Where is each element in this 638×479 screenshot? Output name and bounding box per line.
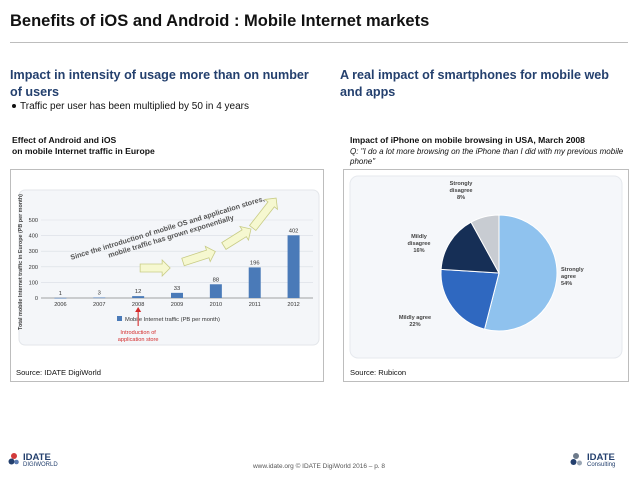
right-figure-title: Impact of iPhone on mobile browsing in U… (350, 135, 585, 145)
growth-arrow (181, 245, 216, 267)
bar-value-label: 196 (250, 260, 260, 266)
pie-value-label: 16% (413, 248, 424, 254)
y-tick-label: 0 (35, 296, 38, 302)
bullet-text: Traffic per user has been multiplied by … (20, 101, 250, 112)
bar-chart-y-axis-label: Total mobile Internet traffic in Europe … (18, 194, 24, 330)
x-tick-label: 2008 (132, 302, 144, 308)
bar-chart-frame: 0 100 200 300 400 500 1 3 12 33 88 196 402 2006 2007… (10, 169, 324, 382)
bar-chart-legend: Mobile Internet traffic (PB per month) (117, 316, 220, 323)
growth-arrows (139, 197, 279, 277)
left-figure-title-line-1: Effect of Android and iOS (12, 135, 117, 145)
pie-label-line: Mildly (411, 234, 428, 240)
bar (287, 235, 300, 298)
bar-value-label: 88 (213, 277, 219, 283)
pie-slice-label: Mildly agree 22% (399, 315, 431, 328)
x-tick-label: 2011 (249, 302, 261, 308)
left-figure-title: Effect of Android and iOS on mobile Inte… (12, 135, 312, 157)
bar-value-label: 402 (289, 228, 299, 234)
pie-chart-frame: Strongly agree 54% Mildly agree 22% Mildly dis… (343, 169, 629, 382)
left-source: Source: IDATE DigiWorld (16, 368, 101, 377)
legend-swatch (117, 316, 122, 321)
bar-value-label: 1 (59, 291, 62, 297)
logo-left-sub: DIGIWORLD (23, 462, 58, 468)
marker-label-line-2: application store (118, 337, 159, 343)
pie-label-line: Strongly (450, 181, 474, 187)
pie-slices (349, 175, 623, 359)
bar (171, 292, 183, 298)
right-source: Source: Rubicon (350, 368, 407, 377)
logo-right-sub: Consulting (587, 462, 616, 468)
x-tick-label: 2010 (210, 302, 222, 308)
marker-label-line-1: Introduction of (120, 330, 156, 336)
marker-arrow-head (135, 307, 142, 312)
pie-value-label: 8% (457, 195, 465, 201)
y-tick-label: 100 (29, 280, 38, 286)
footer-text: www.idate.org © IDATE DigiWorld 2016 – p… (252, 463, 386, 470)
legend-label: Mobile Internet traffic (PB per month) (125, 317, 220, 323)
x-tick-label: 2009 (171, 302, 183, 308)
bullet-dot-icon (12, 104, 16, 109)
pie-label-line: disagree (407, 241, 430, 247)
x-tick-label: 2012 (287, 302, 299, 308)
x-tick-label: 2007 (93, 302, 105, 308)
pie-slice (440, 221, 500, 274)
growth-arrow (221, 225, 252, 250)
right-heading: A real impact of smartphones for mobile … (340, 68, 609, 99)
pie-label-line: Mildly agree (399, 315, 431, 321)
bar-chart-value-labels: 1 3 12 33 88 196 402 (59, 228, 299, 297)
bar (132, 296, 145, 298)
bar-chart: 0 100 200 300 400 500 1 3 12 33 88 196 402 2006 2007… (18, 189, 320, 346)
pie-value-label: 54% (561, 281, 572, 287)
logo-left-name: IDATE (23, 452, 51, 463)
left-figure-title-line-2: on mobile Internet traffic in Europe (12, 146, 155, 156)
pie-labels: Strongly agree 54%Mildly agree 22%Mildly dis… (399, 181, 585, 328)
pie-slice (483, 214, 558, 332)
bullet-item: Traffic per user has been multiplied by … (12, 101, 249, 112)
pie-slice-label: Mildly disagree 16% (407, 234, 430, 254)
growth-arrow (139, 259, 171, 277)
pie-label-line: disagree (449, 188, 472, 194)
y-tick-label: 300 (29, 249, 38, 255)
pie-label-line: Strongly (561, 267, 585, 273)
survey-question: Q: "I do a lot more browsing on the iPho… (350, 147, 624, 166)
bar-chart-bars (54, 235, 300, 299)
y-tick-label: 500 (29, 218, 38, 224)
bar-chart-x-ticks: 2006 2007 2008 2009 2010 2011 2012 (54, 302, 300, 308)
pie-value-label: 22% (409, 322, 420, 328)
pie-label-line: agree (561, 274, 576, 280)
idate-consulting-logo-icon (570, 453, 582, 466)
bar (248, 267, 261, 298)
pie-slice-label: Strongly agree 54% (561, 267, 585, 287)
bar-value-label: 3 (98, 291, 101, 297)
pie-slice (470, 214, 500, 274)
idate-logo-icon (8, 453, 19, 465)
bar-value-label: 33 (174, 286, 180, 292)
bar (93, 297, 106, 299)
title-divider (10, 42, 628, 43)
pie-chart: Strongly agree 54%Mildly agree 22%Mildly dis… (349, 175, 623, 359)
pie-slice-label: Strongly disagree 8% (449, 181, 473, 201)
y-tick-label: 200 (29, 265, 38, 271)
x-tick-label: 2006 (54, 302, 66, 308)
slide-title: Benefits of iOS and Android : Mobile Int… (10, 12, 430, 30)
pie-slice (440, 268, 500, 330)
logo-right-name: IDATE (587, 452, 615, 463)
growth-arrow (249, 197, 279, 232)
y-tick-label: 400 (29, 234, 38, 240)
bar-value-label: 12 (135, 289, 141, 295)
bar-chart-y-ticks: 0 100 200 300 400 500 (29, 218, 38, 302)
bar (54, 297, 67, 299)
left-heading: Impact in intensity of usage more than o… (10, 68, 309, 99)
bar (209, 284, 222, 298)
